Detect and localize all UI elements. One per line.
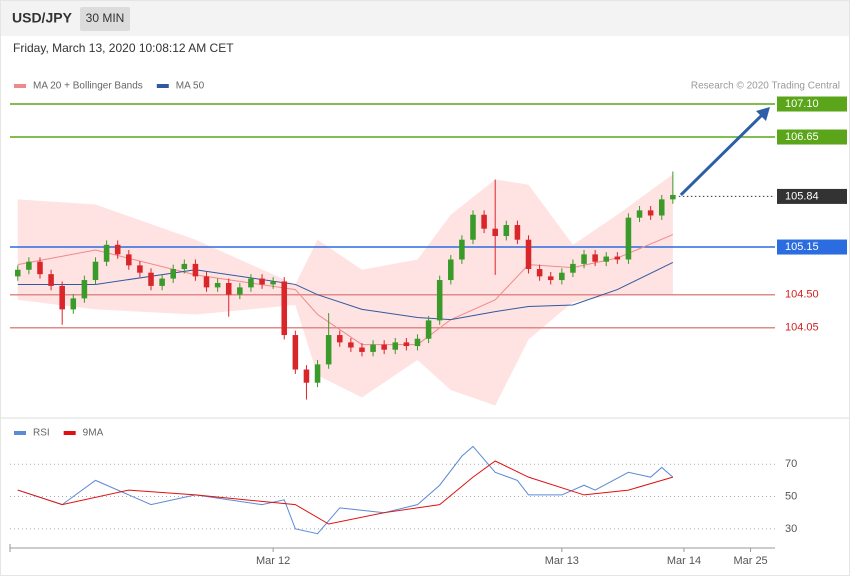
legend-swatch (156, 84, 169, 88)
candle-body (547, 276, 554, 281)
legend-label: 9MA (83, 428, 104, 439)
candle-body (392, 342, 399, 350)
candle-body (492, 228, 498, 237)
candle-body (237, 287, 243, 295)
candle-body (636, 210, 643, 218)
candle-body (92, 261, 99, 281)
candle-body (148, 272, 154, 286)
forecast-arrowhead (756, 107, 770, 122)
rsi-line (17, 460, 673, 525)
candle-body (503, 225, 510, 237)
candle-body (292, 335, 299, 370)
legend-swatch (14, 431, 26, 435)
candle-body (348, 342, 354, 348)
forecast-arrow (679, 111, 766, 197)
candle-body (481, 214, 487, 229)
x-tick-label: Mar 12 (256, 555, 290, 567)
candle-body (336, 335, 343, 343)
candle-body (470, 214, 476, 240)
candle-body (559, 272, 565, 281)
candle-body (581, 254, 587, 264)
y-tick-label: 30 (785, 523, 797, 535)
timestamp: Friday, March 13, 2020 10:08:12 AM CET (13, 41, 234, 55)
level-label: 105.15 (785, 241, 819, 253)
candle-body (281, 281, 288, 336)
candle-body (114, 244, 121, 255)
candle-body (658, 199, 665, 216)
header-bar (0, 0, 850, 36)
candle-body (436, 280, 443, 321)
candle-body (26, 261, 32, 270)
candle-body (259, 278, 265, 285)
candle-body (159, 278, 165, 286)
level-label: 104.05 (785, 322, 819, 334)
interval-box[interactable] (80, 7, 130, 31)
legend-swatch (63, 431, 76, 435)
x-tick-label: Mar 14 (667, 555, 701, 567)
level-label: 106.65 (785, 131, 819, 143)
candle-body (214, 282, 221, 288)
candle-body (425, 320, 432, 339)
candle-body (70, 298, 77, 310)
candle-body (59, 285, 65, 310)
level-box (777, 239, 847, 255)
candle-body (225, 282, 232, 295)
legend-label: MA 50 (176, 81, 205, 92)
candle-body (592, 254, 598, 262)
candle-body (137, 265, 143, 273)
candle-body (536, 269, 543, 277)
credit: Research © 2020 Trading Central (691, 81, 840, 92)
legend-label: RSI (33, 428, 50, 439)
candle-body (614, 256, 621, 260)
legend-label: MA 20 + Bollinger Bands (33, 81, 143, 92)
candle-body (603, 256, 610, 262)
candle-body (37, 261, 43, 275)
candle-body (570, 263, 576, 273)
candle-body (303, 369, 310, 383)
candle-body (403, 342, 410, 347)
x-tick-label: Mar 13 (545, 555, 579, 567)
candle-body (370, 344, 376, 352)
level-label: 104.50 (785, 289, 819, 301)
candle-body (414, 338, 421, 347)
interval[interactable]: 30 MIN (86, 11, 125, 25)
candle-body (314, 364, 321, 383)
candle-body (525, 239, 532, 270)
level-label: 105.84 (785, 190, 819, 202)
candle-body (203, 276, 210, 288)
candle-body (48, 274, 54, 286)
level-box (777, 96, 847, 112)
level-box (777, 188, 847, 204)
candle-body (625, 217, 632, 260)
candle-body (381, 344, 387, 350)
candle-body (448, 259, 454, 281)
bollinger-band (17, 174, 673, 406)
level-label: 107.10 (785, 98, 819, 110)
candle-body (248, 278, 254, 288)
y-tick-label: 70 (785, 458, 797, 470)
candle-body (647, 210, 654, 216)
candle-body (170, 269, 176, 279)
x-tick-label: Mar 25 (733, 555, 767, 567)
candle-body (459, 239, 465, 260)
candle-body (670, 194, 676, 200)
candle-body (103, 244, 110, 262)
candle-body (270, 281, 276, 285)
candle-body (514, 225, 521, 240)
level-box (777, 129, 847, 145)
legend-swatch (14, 84, 26, 88)
candle-body (325, 335, 332, 365)
y-tick-label: 50 (785, 490, 797, 502)
candle-body (359, 347, 365, 352)
candle-body (126, 254, 132, 266)
candle-body (14, 269, 21, 277)
candle-body (81, 280, 88, 299)
candle-body (192, 263, 199, 277)
candle-body (181, 263, 188, 270)
symbol: USD/JPY (12, 10, 73, 26)
